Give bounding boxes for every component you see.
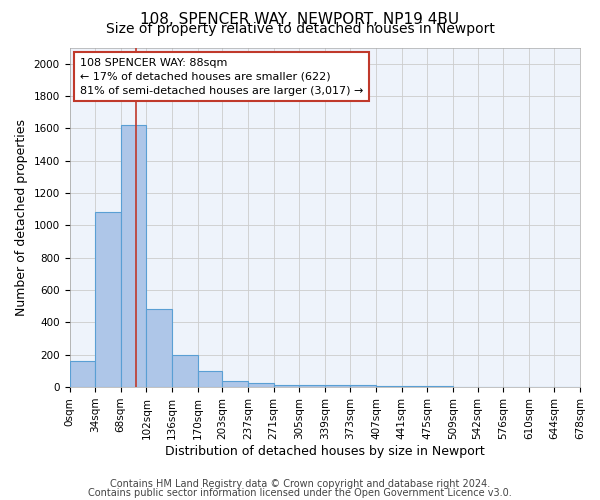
Bar [325,386,350,387]
Text: Size of property relative to detached houses in Newport: Size of property relative to detached ho… [106,22,494,36]
Text: 108, SPENCER WAY, NEWPORT, NP19 4BU: 108, SPENCER WAY, NEWPORT, NP19 4BU [140,12,460,28]
Bar [401,386,427,387]
Bar [274,384,299,387]
Bar [70,361,95,387]
Bar [146,310,172,387]
Text: Contains HM Land Registry data © Crown copyright and database right 2024.: Contains HM Land Registry data © Crown c… [110,479,490,489]
X-axis label: Distribution of detached houses by size in Newport: Distribution of detached houses by size … [165,444,485,458]
Bar [350,386,376,387]
Bar [172,355,197,387]
Bar [248,383,274,387]
Bar [121,125,146,387]
Bar [197,371,223,387]
Text: 108 SPENCER WAY: 88sqm
← 17% of detached houses are smaller (622)
81% of semi-de: 108 SPENCER WAY: 88sqm ← 17% of detached… [80,58,363,96]
Bar [299,386,325,387]
Bar [427,386,453,387]
Y-axis label: Number of detached properties: Number of detached properties [15,119,28,316]
Text: Contains public sector information licensed under the Open Government Licence v3: Contains public sector information licen… [88,488,512,498]
Bar [223,380,248,387]
Bar [95,212,121,387]
Bar [376,386,401,387]
